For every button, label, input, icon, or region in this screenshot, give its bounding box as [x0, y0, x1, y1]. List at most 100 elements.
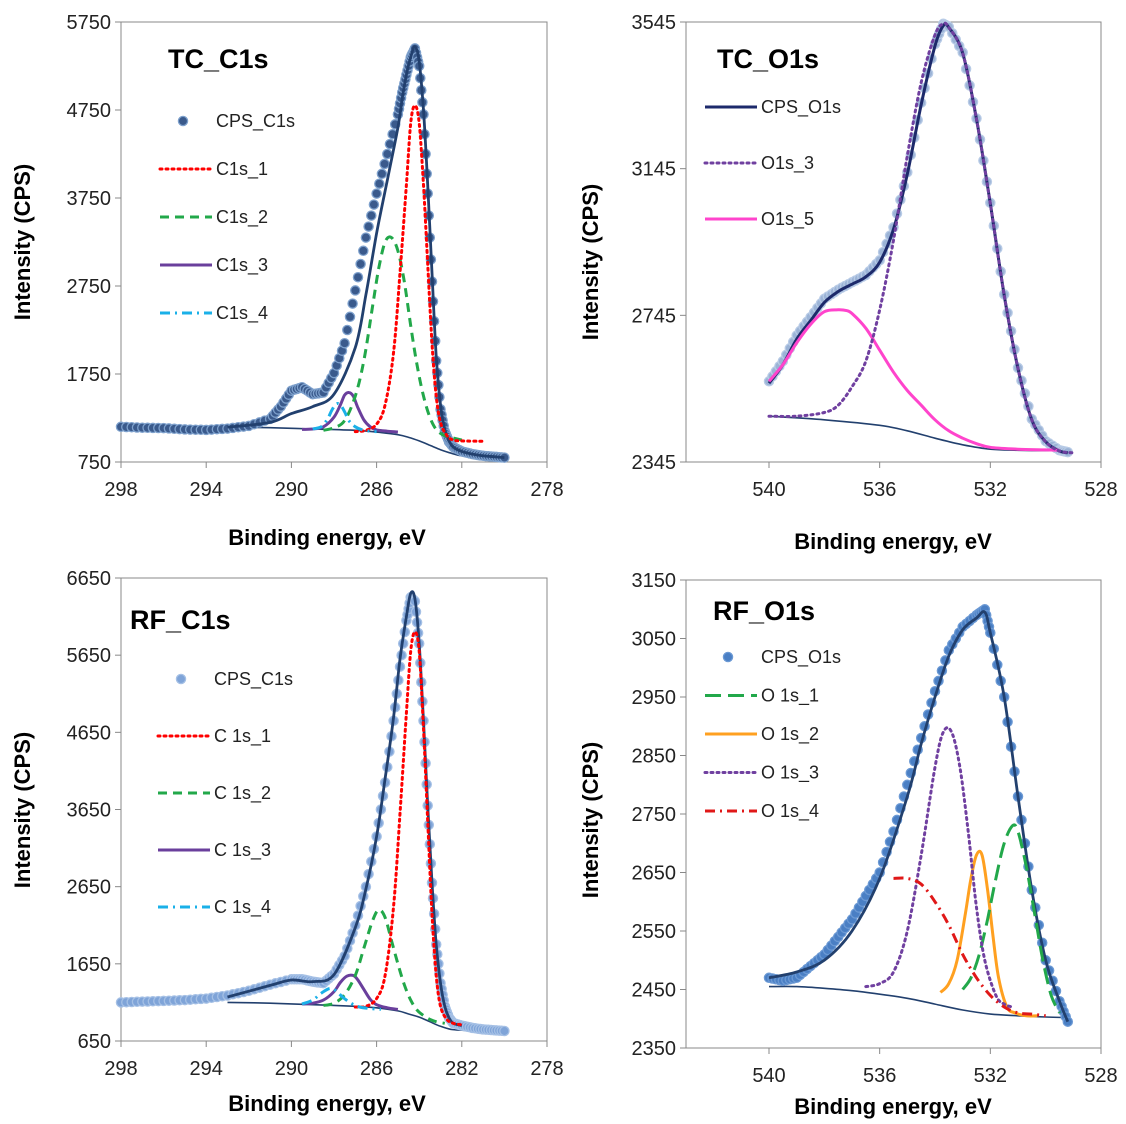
legend-item-cps-c1s: CPS_C1s	[175, 669, 293, 690]
legend-label: CPS_O1s	[761, 647, 841, 668]
legend-item-o-1s-4: O 1s_4	[705, 801, 819, 822]
y-tick-label: 3750	[67, 188, 112, 210]
legend-label: O1s_3	[761, 153, 814, 174]
data-point	[382, 148, 393, 160]
legend-item-cps-o1s: CPS_O1s	[722, 647, 841, 668]
y-tick-label: 5750	[67, 12, 112, 34]
legend-label: O 1s_3	[761, 763, 819, 784]
panel-title: RF_C1s	[130, 605, 231, 635]
y-tick-label: 3545	[632, 12, 677, 34]
y-tick-label: 2350	[632, 1038, 677, 1060]
series-o-1s-3-line	[864, 726, 1014, 1009]
y-axis-label: Intensity (CPS)	[578, 184, 603, 340]
series-o1s-5-line	[767, 308, 1060, 452]
legend-marker	[175, 673, 187, 685]
legend-label: O 1s_2	[761, 724, 819, 745]
legend-item-o-1s-1: O 1s_1	[705, 686, 819, 707]
legend-label: O 1s_4	[761, 801, 819, 822]
y-tick-label: 750	[78, 452, 111, 474]
y-tick-label: 650	[78, 1031, 111, 1053]
legend-item-c-1s-2: C 1s_2	[158, 783, 271, 804]
legend-label: C1s_2	[216, 207, 268, 228]
data-point	[363, 221, 374, 232]
data-point	[371, 188, 382, 199]
data-point	[358, 245, 369, 257]
y-axis-label: Intensity (CPS)	[578, 742, 603, 898]
x-tick-label: 536	[863, 479, 896, 501]
x-tick-label: 528	[1084, 479, 1117, 501]
data-point	[360, 232, 372, 243]
x-tick-label: 540	[752, 1065, 785, 1087]
data-point	[355, 258, 366, 270]
y-tick-label: 2550	[632, 921, 677, 943]
series-envelope-fit-line	[227, 590, 463, 1027]
x-tick-label: 298	[104, 479, 137, 501]
x-tick-label: 286	[360, 479, 393, 501]
y-tick-label: 1650	[67, 954, 112, 976]
x-tick-label: 286	[360, 1058, 393, 1080]
data-point	[339, 337, 350, 349]
legend-marker	[722, 651, 734, 663]
y-tick-label: 2950	[632, 687, 677, 709]
x-tick-label: 532	[974, 1065, 1007, 1087]
legend-label: C 1s_2	[214, 783, 271, 804]
y-tick-label: 2745	[632, 305, 677, 327]
panel-tc-c1s: 750 1750 2750 3750 4750 5750 298 294 290 286 282 27…	[10, 12, 564, 550]
y-tick-label: 4650	[67, 722, 112, 744]
legend-label: C1s_4	[216, 303, 268, 324]
legend-item-c1s-4: C1s_4	[160, 303, 268, 324]
legend-item-cps-o1s: CPS_O1s	[705, 97, 841, 118]
x-axis-label: Binding energy, eV	[794, 1094, 992, 1119]
x-tick-label: 282	[445, 1058, 478, 1080]
data-point	[342, 324, 353, 336]
legend-label: CPS_O1s	[761, 97, 841, 118]
series-c1s-3-line	[301, 390, 399, 434]
legend-marker	[177, 115, 189, 127]
series-c-1s-1-line	[353, 630, 464, 1027]
data-point	[374, 178, 385, 189]
legend-label: C1s_1	[216, 159, 268, 180]
x-tick-label: 294	[190, 479, 223, 501]
y-tick-label: 2650	[67, 877, 112, 899]
series-o1s-3-line	[767, 21, 1075, 455]
legend-label: C 1s_1	[214, 726, 271, 747]
legend-item-o1s-5: O1s_5	[705, 209, 814, 230]
x-axis-label: Binding energy, eV	[794, 529, 992, 554]
legend-item-cps-c1s: CPS_C1s	[177, 111, 295, 132]
series-c-1s-4-line	[301, 986, 382, 1011]
y-tick-label: 3050	[632, 629, 677, 651]
data-point	[499, 1025, 510, 1037]
panel-title: TC_C1s	[168, 44, 269, 74]
y-tick-label: 3150	[632, 570, 677, 592]
y-axis-label: Intensity (CPS)	[10, 732, 35, 888]
series-o-1s-2-line	[939, 849, 1038, 1018]
series-o-1s-1-line	[961, 823, 1061, 1014]
data-point	[347, 298, 358, 309]
panel-title: TC_O1s	[717, 44, 819, 74]
panel-tc-o1s: 2345 2745 3145 3545 540 536 532 528 TC_O1s CPS_…	[578, 12, 1118, 554]
y-tick-label: 2345	[632, 452, 677, 474]
legend-label: CPS_C1s	[216, 111, 295, 132]
series-c1s-4-line	[312, 401, 377, 434]
data-point	[344, 311, 356, 323]
series-o-1s-4-line	[893, 876, 1046, 1018]
series-cps-c1s	[115, 43, 510, 463]
legend-item-c-1s-4: C 1s_4	[158, 897, 271, 918]
series-c1s-1-line	[353, 104, 485, 443]
legend-item-c-1s-3: C 1s_3	[158, 840, 271, 861]
legend-label: O1s_5	[761, 209, 814, 230]
legend-label: C 1s_4	[214, 897, 271, 918]
y-tick-label: 2650	[632, 863, 677, 885]
panel-rf-o1s: 2350 2450 2550 2650 2750 2850 2950 3050 3150 540 5…	[578, 570, 1118, 1119]
legend-label: O 1s_1	[761, 686, 819, 707]
y-tick-label: 5650	[67, 645, 112, 667]
x-tick-label: 290	[275, 479, 308, 501]
y-tick-label: 2750	[67, 276, 112, 298]
data-point	[352, 271, 364, 283]
series-c1s-2-line	[323, 235, 463, 442]
data-point	[379, 158, 390, 170]
y-tick-label: 2850	[632, 746, 677, 768]
x-tick-label: 290	[275, 1058, 308, 1080]
y-tick-label: 1750	[67, 364, 112, 386]
y-tick-label: 2450	[632, 980, 677, 1002]
